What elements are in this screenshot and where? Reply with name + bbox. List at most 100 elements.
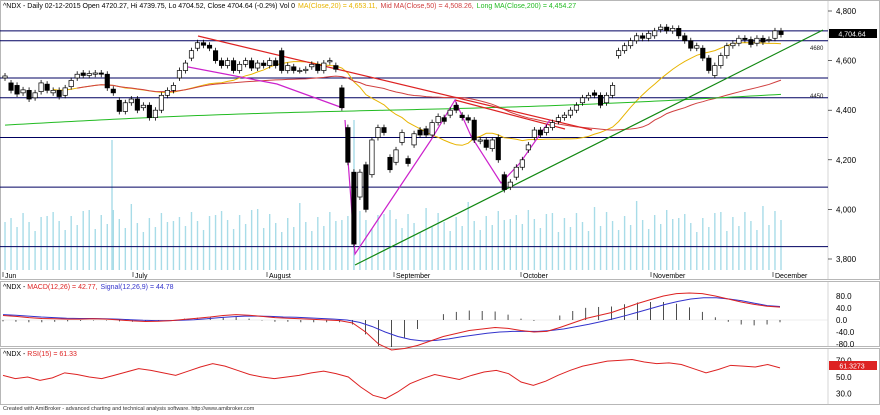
- rsi-line: [2, 358, 781, 400]
- green-uptrend-line: [354, 29, 824, 266]
- candle-body: [471, 119, 477, 141]
- candle-body: [2, 75, 8, 79]
- candle-body: [766, 39, 772, 41]
- candle-body: [634, 35, 640, 42]
- candle-body: [640, 35, 646, 39]
- candle-body: [62, 87, 68, 96]
- candle-body: [682, 35, 688, 42]
- rsi-value-tag: 61.3273: [829, 361, 877, 371]
- candle-body: [543, 127, 549, 133]
- candle-body: [549, 122, 555, 128]
- candle-body: [188, 50, 195, 59]
- candle-body: [116, 99, 122, 112]
- candle-body: [182, 62, 189, 71]
- candle-body: [585, 94, 592, 99]
- rsi-y-tick-label: 50.0: [836, 373, 852, 382]
- candle-body: [519, 159, 525, 168]
- macd-lines: [2, 292, 781, 351]
- candle-body: [206, 44, 213, 49]
- candle-body: [628, 40, 634, 47]
- candle-body: [724, 45, 730, 56]
- candle-body: [321, 62, 327, 71]
- candle-body: [441, 117, 447, 122]
- candle-body: [176, 70, 183, 79]
- candle-body: [507, 181, 513, 188]
- candle-body: [26, 90, 32, 100]
- candle-body: [74, 73, 80, 79]
- candle-body: [146, 104, 152, 118]
- candle-body: [194, 42, 201, 49]
- ma20-line: [53, 42, 782, 146]
- moving-averages: [4, 42, 782, 146]
- candle-body: [513, 166, 519, 178]
- candle-body: [213, 50, 219, 61]
- candle-body: [285, 65, 291, 71]
- signal-line: [2, 292, 781, 351]
- macd-y-tick-label: 40.0: [836, 304, 852, 313]
- candle-body: [429, 122, 435, 136]
- candle-body: [32, 92, 38, 99]
- candle-body: [646, 32, 652, 39]
- candle-body: [435, 116, 441, 123]
- candle-body: [706, 57, 712, 71]
- main-header-prefix: ^NDX - Daily 02-12-2015 Open 4720.27, Hi…: [3, 3, 295, 10]
- macd-header: ^NDX - MACD(12,26) = 42.77, Signal(12,26,…: [3, 284, 174, 291]
- candle-body: [80, 72, 86, 76]
- candle-body: [742, 37, 748, 40]
- footer-credit: Created with AmiBroker - advanced charti…: [3, 406, 255, 412]
- candle-body: [459, 114, 465, 118]
- candle-body: [237, 63, 243, 71]
- candle-body: [170, 85, 176, 91]
- x-axis: Jun July August September October November Dec…: [2, 272, 808, 280]
- candle-body: [652, 30, 658, 37]
- candle-body: [303, 68, 309, 71]
- candle-body: [128, 98, 134, 104]
- macd-header-prefix: ^NDX -: [3, 284, 27, 291]
- y-tick-label: 4,800: [836, 7, 857, 16]
- candle-body: [387, 156, 393, 171]
- candle-body: [676, 28, 682, 37]
- candle-body: [8, 82, 14, 91]
- candle-body: [622, 45, 628, 52]
- candle-body: [700, 47, 706, 59]
- candle-body: [297, 70, 303, 72]
- candle-body: [158, 94, 164, 111]
- candle-body: [778, 30, 784, 35]
- candle-body: [104, 73, 110, 89]
- candle-body: [122, 102, 128, 112]
- candle-body: [531, 129, 537, 138]
- rsi-y-tick-label: 30.0: [836, 390, 852, 399]
- candle-body: [399, 132, 405, 143]
- ma200-label: Long MA(Close,200) = 4,454.27: [477, 3, 577, 10]
- candle-body: [664, 26, 670, 32]
- macd-y-tick-label: 80.0: [836, 292, 852, 301]
- candle-body: [56, 90, 62, 97]
- candle-body: [50, 90, 56, 94]
- candle-body: [333, 65, 339, 70]
- candlesticks: [2, 24, 784, 248]
- candle-body: [14, 85, 20, 95]
- candle-body: [249, 60, 255, 69]
- candle-body: [140, 104, 146, 109]
- red-downtrend-line: [197, 35, 593, 131]
- candle-body: [38, 82, 44, 92]
- x-tick-label: Jun: [5, 273, 16, 280]
- rsi-line: [2, 358, 781, 400]
- candle-body: [110, 88, 116, 94]
- horizontal-levels: [0, 30, 828, 248]
- candle-body: [489, 139, 495, 149]
- candle-body: [405, 158, 411, 164]
- candle-body: [477, 139, 483, 142]
- candle-body: [754, 37, 760, 44]
- main-header: ^NDX - Daily 02-12-2015 Open 4720.27, Hi…: [3, 3, 576, 10]
- level-label-4680: 4680: [810, 46, 824, 52]
- candle-body: [152, 109, 158, 118]
- candle-body: [658, 26, 664, 30]
- rsi-tag-value: 61.3273: [839, 364, 864, 371]
- candle-body: [225, 60, 231, 66]
- candle-body: [231, 60, 237, 71]
- candle-body: [591, 92, 598, 96]
- ma50-label: Mid MA(Close,50) = 4,508.26,: [380, 3, 473, 10]
- candle-body: [748, 39, 754, 45]
- candle-body: [694, 45, 700, 49]
